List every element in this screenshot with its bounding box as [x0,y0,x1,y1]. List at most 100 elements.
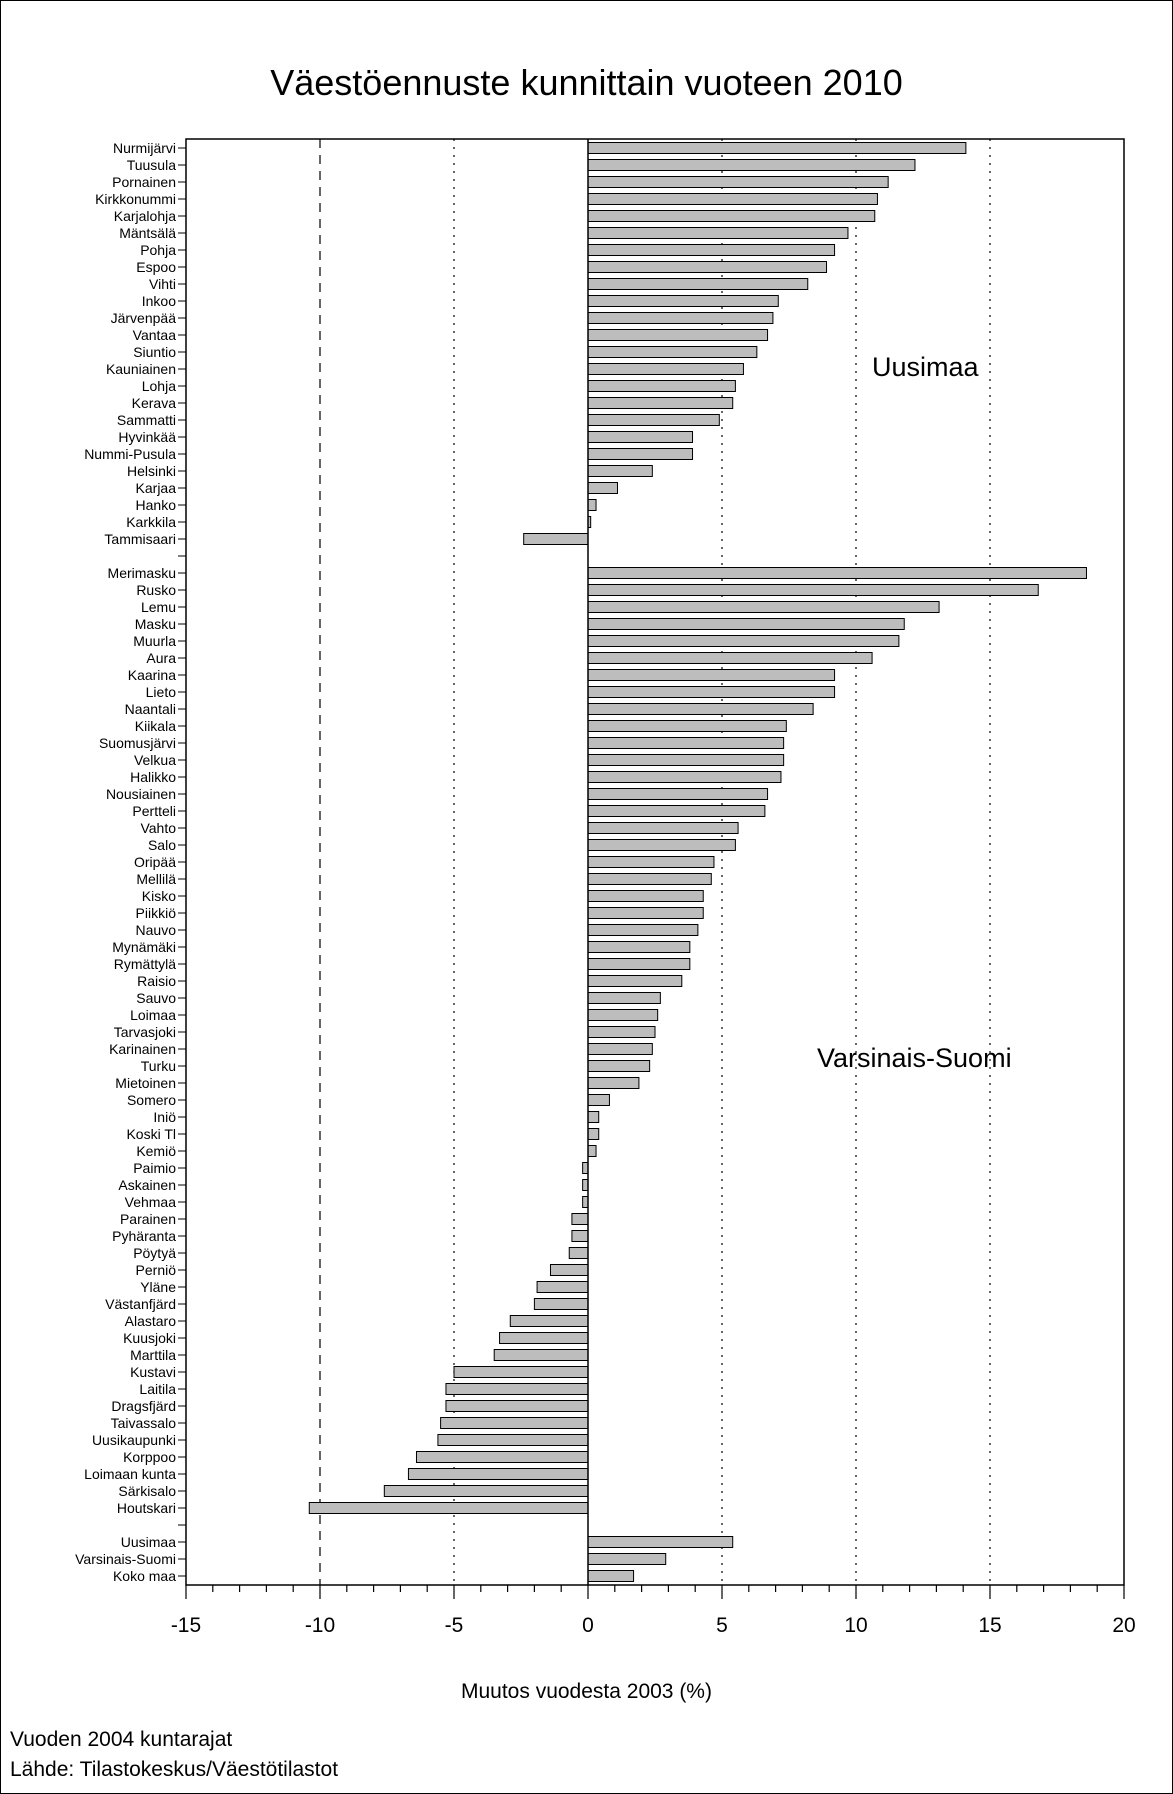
bar [587,856,715,868]
chart-title: Väestöennuste kunnittain vuoteen 2010 [270,62,903,103]
category-label: Karjaa [136,480,177,496]
category-label: Mynämäki [112,939,176,955]
category-label: Tammisaari [104,531,176,547]
category-label: Kemiö [136,1143,176,1159]
category-label: Uusimaa [121,1534,176,1550]
bar [582,1162,589,1174]
category-label: Koski Tl [126,1126,176,1142]
category-label: Iniö [153,1109,176,1125]
bar [587,1553,667,1565]
category-label: Somero [127,1092,176,1108]
category-label: Sauvo [136,990,176,1006]
bar [587,465,653,477]
category-label: Piikkiö [136,905,177,921]
category-label: Merimasku [108,565,176,581]
bar [587,958,691,970]
bar [571,1213,589,1225]
category-label: Kiikala [135,718,176,734]
bar [587,312,774,324]
x-axis-label: Muutos vuodesta 2003 (%) [461,1680,712,1703]
category-label: Hanko [136,497,177,513]
category-label: Pornainen [112,174,176,190]
bar [587,448,694,460]
category-label: Vantaa [133,327,177,343]
bar [587,703,814,715]
category-label: Halikko [130,769,176,785]
bar [587,1026,656,1038]
x-tick-label: 5 [716,1614,728,1637]
bar [523,533,589,545]
x-tick-label: -5 [445,1614,464,1637]
category-label: Lieto [146,684,177,700]
category-label: Espoo [136,259,176,275]
category-label: Kerava [132,395,177,411]
bar [587,499,597,511]
bar [587,771,782,783]
category-label: Helsinki [127,463,176,479]
bar [440,1417,589,1429]
category-label: Askainen [118,1177,176,1193]
x-tick-label: 15 [978,1614,1001,1637]
category-label: Pertteli [132,803,176,819]
category-label: Velkua [134,752,176,768]
bar [437,1434,589,1446]
bar [445,1400,589,1412]
category-label: Marttila [130,1347,176,1363]
bar [587,720,787,732]
category-label: Naantali [125,701,176,717]
bar [587,924,699,936]
category-label: Kustavi [130,1364,176,1380]
bar [568,1247,589,1259]
bar [587,159,916,171]
bar [499,1332,589,1344]
category-label: Mietoinen [115,1075,176,1091]
category-label: Paimio [133,1160,176,1176]
category-label: Sammatti [117,412,176,428]
category-label: Varsinais-Suomi [75,1551,176,1567]
category-label: Aura [146,650,176,666]
bar [493,1349,589,1361]
bar [587,737,785,749]
bar [587,618,905,630]
bar [587,1128,600,1140]
category-label: Alastaro [125,1313,177,1329]
x-tick-label: -15 [171,1614,201,1637]
category-label: Nauvo [136,922,177,938]
category-label: Hyvinkää [118,429,176,445]
category-label: Pyhäranta [112,1228,176,1244]
category-label: Kaarina [128,667,176,683]
bar [587,1145,597,1157]
bar [587,1009,659,1021]
category-label: Houtskari [117,1500,176,1516]
bar [587,788,769,800]
annotation-uusimaa: Uusimaa [872,352,979,382]
bar [587,363,744,375]
bar [587,1094,610,1106]
category-label: Parainen [120,1211,176,1227]
category-label: Nousiainen [106,786,176,802]
bar [587,890,704,902]
category-label: Uusikaupunki [92,1432,176,1448]
bar [587,805,766,817]
bar [536,1281,589,1293]
bar [587,601,940,613]
bar [587,584,1039,596]
category-label: Västanfjärd [105,1296,176,1312]
bar [587,1536,734,1548]
x-tick-label: 20 [1112,1614,1135,1637]
x-tick-label: 10 [844,1614,867,1637]
bar [587,635,900,647]
category-label: Muurla [133,633,176,649]
bar [587,686,836,698]
category-label: Vahto [140,820,176,836]
category-label: Dragsfjärd [111,1398,176,1414]
category-label: Laitila [139,1381,176,1397]
bar [587,261,828,273]
bar [587,210,876,222]
category-label: Kuusjoki [123,1330,176,1346]
bar [407,1468,589,1480]
category-label: Turku [141,1058,176,1074]
category-label: Karinainen [109,1041,176,1057]
category-label: Korppoo [123,1449,176,1465]
category-label: Karjalohja [114,208,176,224]
